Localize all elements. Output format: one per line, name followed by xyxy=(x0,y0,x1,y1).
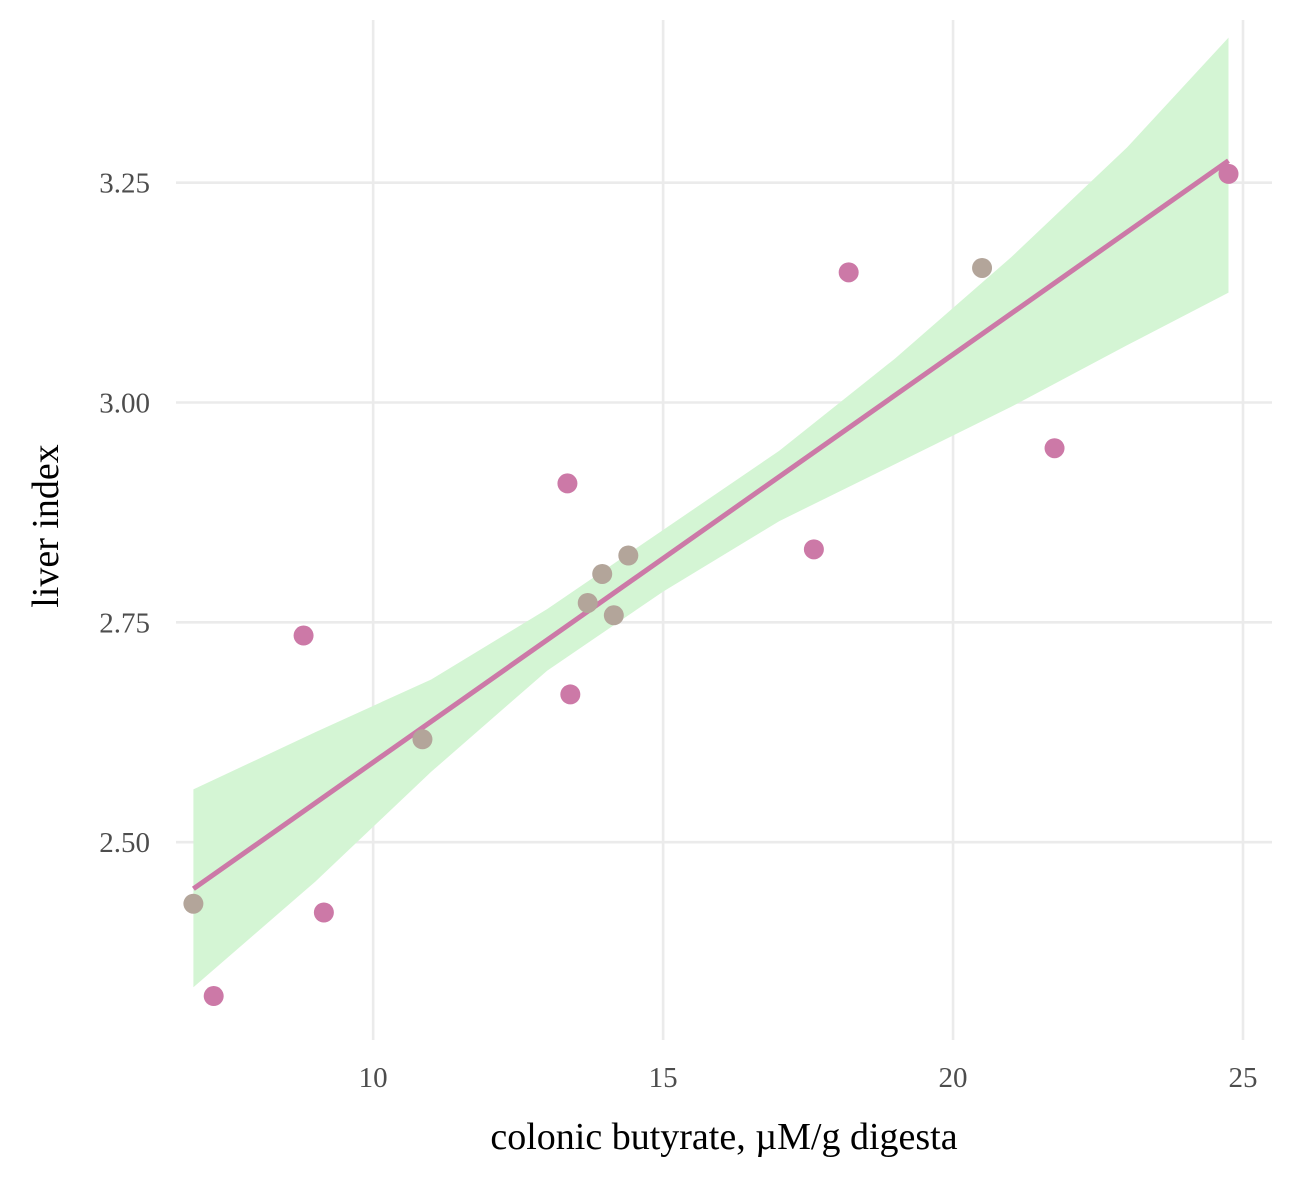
data-point-s1-1 xyxy=(412,729,433,750)
data-point-s1-4 xyxy=(603,605,624,626)
y-axis-title: liver index xyxy=(25,444,67,608)
data-point-s0-0 xyxy=(203,986,224,1007)
data-point-s0-6 xyxy=(838,262,859,283)
confidence-band-layer xyxy=(193,37,1229,988)
data-point-s0-5 xyxy=(803,539,824,560)
data-point-s0-1 xyxy=(293,625,314,646)
data-point-s0-2 xyxy=(313,902,334,923)
data-point-s1-0 xyxy=(183,893,204,914)
y-tick-label-1: 2.75 xyxy=(99,607,150,639)
x-tick-label-0: 10 xyxy=(359,1062,388,1094)
data-point-s0-8 xyxy=(1218,163,1239,184)
fit-line-layer xyxy=(191,158,1230,891)
x-tick-label-3: 25 xyxy=(1229,1062,1258,1094)
data-point-s1-2 xyxy=(577,592,598,613)
data-point-s0-3 xyxy=(557,473,578,494)
x-tick-label-2: 20 xyxy=(939,1062,968,1094)
x-tick-label-1: 15 xyxy=(649,1062,678,1094)
data-point-s1-5 xyxy=(618,545,639,566)
y-tick-label-2: 3.00 xyxy=(99,388,150,420)
data-point-s0-4 xyxy=(560,684,581,705)
y-tick-label-3: 3.25 xyxy=(99,168,150,200)
data-point-s0-7 xyxy=(1044,438,1065,459)
y-tick-label-0: 2.50 xyxy=(99,827,150,859)
x-axis-title: colonic butyrate, µM/g digesta xyxy=(490,1116,957,1158)
x-axis-ticks: 10 15 20 25 xyxy=(359,1062,1258,1094)
y-axis-ticks: 2.50 2.75 3.00 3.25 xyxy=(99,168,150,859)
data-point-s1-6 xyxy=(972,257,993,278)
data-point-s1-3 xyxy=(592,563,613,584)
confidence-band xyxy=(193,37,1229,988)
data-points-layer xyxy=(183,163,1239,1007)
grid-lines xyxy=(176,20,1272,1040)
regression-line xyxy=(191,158,1230,891)
